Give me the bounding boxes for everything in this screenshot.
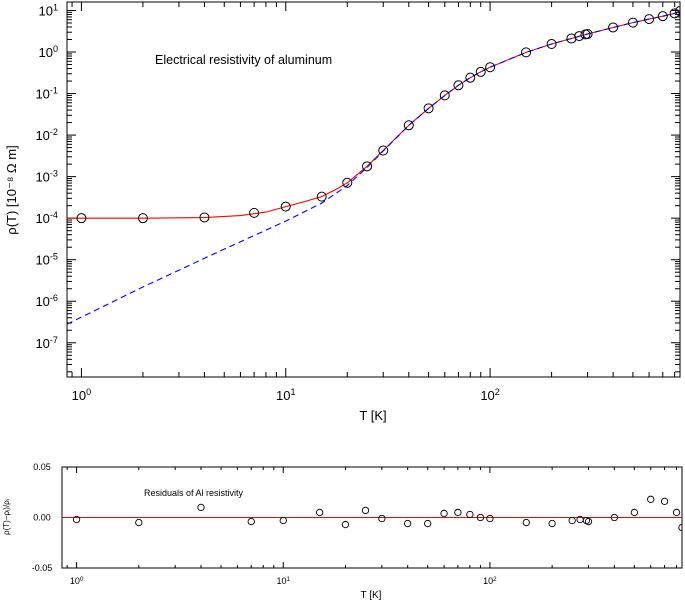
data-point [199,212,210,223]
residual-point [361,506,370,515]
data-point [76,213,87,224]
data-point [566,33,577,44]
residual-y-tick-label: -0.05 [32,563,53,573]
residual-point [678,523,682,532]
residual-point [466,510,474,519]
residual-chart: Residuals of Al resistivity 100 101 102 0.… [2,462,683,601]
main-y-tick-label: 100 [38,44,58,60]
main-chart-annotation: Electrical resistivity of aluminum [155,53,332,67]
residual-x-tick-label: 100 [70,576,84,587]
data-point [280,201,291,212]
data-point [475,66,486,77]
main-y-axis-label: ρ(T) [10⁻⁸ Ω m] [4,145,19,234]
main-series [67,6,680,325]
residual-point [279,516,287,525]
residual-series [62,495,682,532]
main-x-ticks: 100 101 102 [71,2,676,403]
main-x-axis-label: T [K] [359,408,386,423]
data-point [521,47,532,58]
data-point [362,161,373,172]
data-point [627,17,638,28]
residual-point [424,519,432,528]
residual-chart-annotation: Residuals of Al resistivity [144,488,244,498]
residual-point [454,508,462,517]
main-y-tick-label: 10-6 [35,293,58,309]
data-point [453,80,464,91]
residual-point [486,514,494,523]
main-y-tick-label: 10-5 [35,252,58,268]
residual-point [315,508,324,517]
residual-point [476,513,485,522]
residual-point [647,495,655,503]
residual-y-axis-label: ρ(T)−ρᵢ)/ρᵢ [2,499,11,535]
data-point [546,38,557,49]
main-chart: Electrical resistivity of aluminum 100 10… [4,1,681,423]
data-point [669,8,680,19]
residual-x-ticks: 100 101 102 [66,467,678,587]
fit-line [67,10,680,219]
residual-point [404,519,412,528]
data-point [675,6,680,17]
main-x-tick-label: 101 [276,387,296,403]
phonon-dashed-line [67,10,680,325]
residual-point [568,516,576,525]
residual-point [247,517,255,526]
main-y-tick-label: 10-1 [35,86,58,102]
residual-point [548,519,556,528]
main-y-tick-label: 10-3 [35,169,58,185]
main-x-tick-label: 102 [480,387,500,403]
residual-y-tick-label: 0.00 [33,513,51,523]
data-point [249,207,260,218]
residual-point [72,515,81,524]
data-point [657,11,668,22]
main-y-tick-label: 10-2 [35,127,58,143]
residual-point [378,514,386,523]
data-point [465,72,476,83]
main-x-tick-label: 100 [72,387,92,403]
data-point [342,177,353,188]
data-point [137,213,148,224]
residual-point [440,509,448,518]
residual-y-tick-label: 0.05 [33,462,51,472]
data-point [423,103,434,114]
residual-point [672,508,681,517]
data-point [582,28,593,39]
residual-point [630,508,639,517]
main-y-tick-label: 10-7 [35,335,58,351]
data-point [403,120,414,131]
data-point [439,90,450,101]
data-point [316,191,327,202]
residual-point [197,503,205,512]
data-point [378,145,389,156]
main-y-ticks: 10-7 10-6 10-5 10-4 10-3 10-2 10-1 100 101 [35,2,680,373]
data-point [485,62,496,73]
residual-point [522,518,530,527]
residual-x-tick-label: 102 [483,576,497,587]
residual-point [341,520,350,529]
residual-x-tick-label: 101 [276,576,290,587]
residual-point [584,517,593,526]
residual-x-axis-label: T [K] [361,590,382,601]
data-point [608,22,619,33]
main-y-tick-label: 10-4 [35,210,58,226]
main-y-tick-label: 101 [38,2,58,18]
data-point [644,14,655,25]
residual-point [610,513,618,522]
residual-point [135,518,143,527]
residual-point [660,497,669,505]
